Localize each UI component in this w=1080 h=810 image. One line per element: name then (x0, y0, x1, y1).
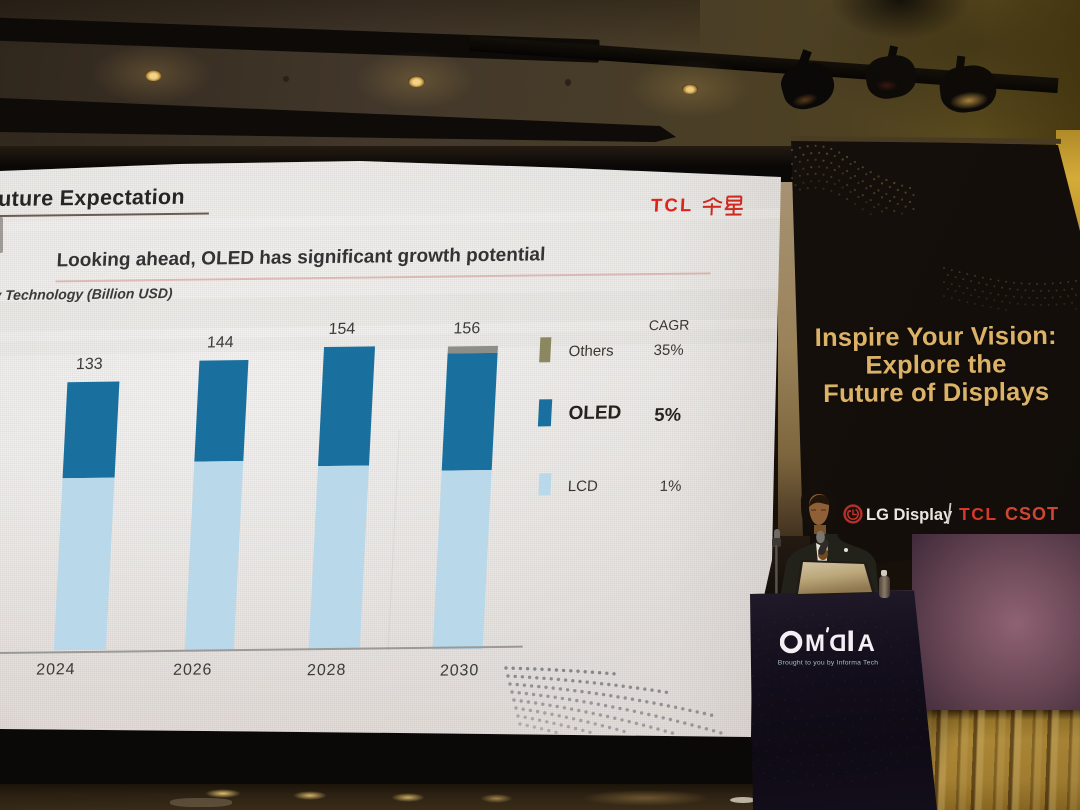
svg-text:LG Display: LG Display (866, 506, 953, 524)
svg-text:TCL: TCL (959, 504, 998, 524)
svg-text:M: M (805, 630, 825, 656)
svg-text:A: A (858, 630, 875, 656)
svg-text:CSOT: CSOT (1005, 504, 1059, 524)
svg-text:TCL: TCL (650, 194, 694, 216)
svg-text:D: D (829, 630, 846, 656)
